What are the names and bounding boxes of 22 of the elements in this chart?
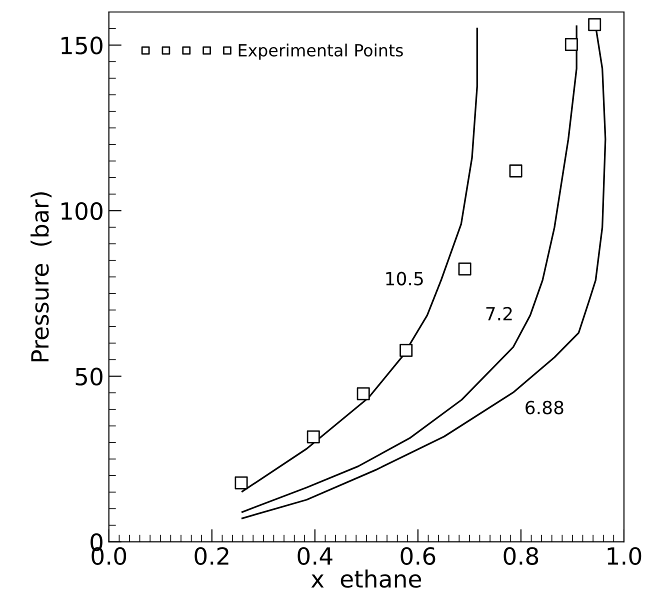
point [564, 38, 578, 51]
y-tick-label: 150 [62, 36, 102, 54]
x-tick-label: 0.2 [194, 547, 228, 565]
legend-label: Experimental Points [238, 44, 403, 60]
y-axis-title: Pressure (bar) [30, 192, 52, 362]
x-tick-label: 0.8 [504, 547, 538, 565]
x-tick-label: 1.0 [608, 547, 642, 565]
point [234, 476, 248, 490]
series-label: 6.88 [526, 400, 564, 414]
point [400, 344, 413, 357]
x-axis-title: x ethane [311, 570, 422, 588]
point [588, 18, 602, 32]
x-tick-label: 0.4 [298, 547, 332, 565]
y-tick-label: 50 [76, 368, 102, 386]
point [306, 430, 320, 444]
point [509, 164, 522, 178]
point [356, 387, 370, 400]
y-tick-label: 100 [62, 202, 102, 220]
series-label: 7.2 [486, 306, 512, 320]
point [458, 262, 472, 276]
series-label: 10.5 [386, 272, 423, 286]
x-tick-label: 0.6 [400, 547, 436, 565]
